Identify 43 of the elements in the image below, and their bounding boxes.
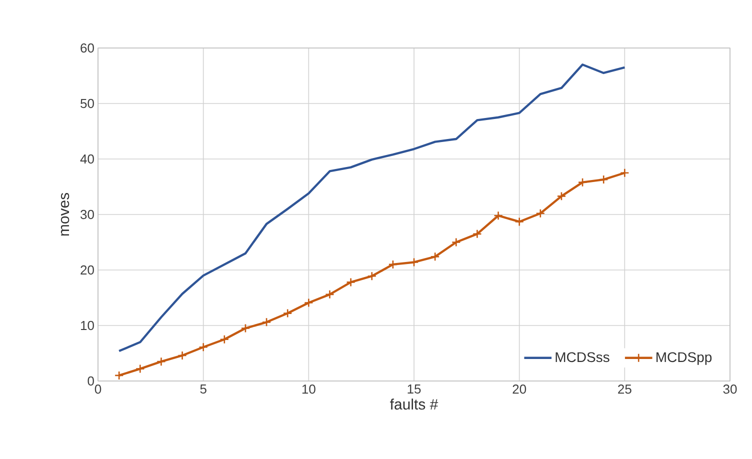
point xyxy=(346,278,356,287)
point xyxy=(472,229,482,239)
point xyxy=(430,252,440,262)
legend-label: MCDSss xyxy=(556,352,610,362)
point xyxy=(388,260,398,270)
point xyxy=(262,318,272,327)
point xyxy=(282,308,292,318)
y-tick-label: 30 xyxy=(80,210,94,220)
point xyxy=(620,168,630,178)
x-tick-label: 10 xyxy=(302,384,316,394)
point xyxy=(367,271,377,281)
point xyxy=(240,324,250,333)
x-tick-label: 20 xyxy=(512,384,526,394)
x-axis-title: faults # xyxy=(390,398,438,410)
x-tick-label: 15 xyxy=(408,384,421,394)
x-tick-label: 30 xyxy=(723,384,737,394)
point xyxy=(178,350,187,360)
point xyxy=(598,174,608,184)
point xyxy=(514,217,524,226)
point xyxy=(578,178,588,187)
x-tick-label: 25 xyxy=(618,384,632,394)
point xyxy=(325,290,334,300)
point xyxy=(451,238,461,247)
legend-label: MCDSpp xyxy=(656,352,712,365)
y-tick-label: 60 xyxy=(80,43,94,53)
point xyxy=(114,370,124,380)
y-axis-title: moves xyxy=(60,192,70,236)
y-tick-label: 0 xyxy=(88,376,94,386)
point xyxy=(494,210,503,220)
point xyxy=(304,298,314,308)
point xyxy=(198,342,208,352)
point xyxy=(556,192,566,201)
y-tick-label: 50 xyxy=(80,98,94,108)
y-tick-label: 10 xyxy=(81,320,94,330)
x-tick-label: 5 xyxy=(200,384,206,394)
point xyxy=(156,356,166,366)
point xyxy=(135,364,145,374)
y-tick-label: 40 xyxy=(80,154,94,164)
point xyxy=(409,258,419,267)
y-tick-label: 20 xyxy=(80,265,94,275)
x-tick-label: 0 xyxy=(94,384,102,394)
point xyxy=(536,208,546,218)
point xyxy=(220,334,230,344)
